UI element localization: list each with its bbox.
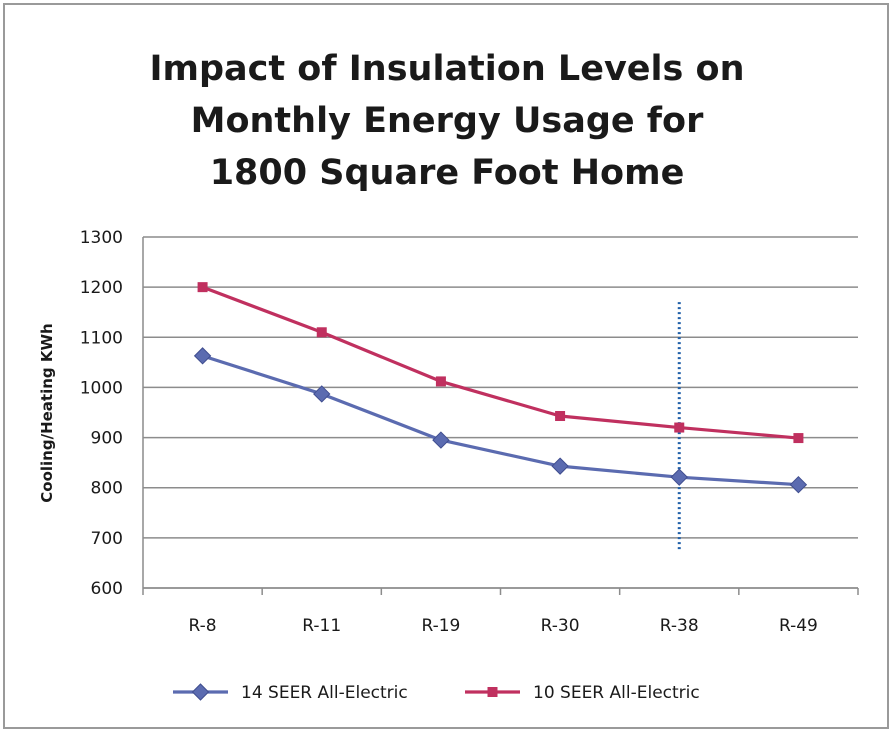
chart-frame xyxy=(3,3,889,729)
y-tick-label-1000: 1000 xyxy=(80,378,123,398)
chart-title-line-3: 1800 Square Foot Home xyxy=(210,153,685,193)
data-point-10-seer-r-38 xyxy=(674,422,685,433)
plot-area: 600 700 800 900 1000 1100 1200 1300 R-8 R-11 R-19 R… xyxy=(80,228,859,636)
x-tick-label-r-38: R-38 xyxy=(660,616,699,636)
y-tick-label-1200: 1200 xyxy=(80,278,123,298)
data-point-14-seer-r-38 xyxy=(670,468,688,486)
data-point-10-seer-r-11 xyxy=(316,327,327,338)
x-tick-label-r-30: R-30 xyxy=(541,616,580,636)
legend: 14 SEER All-Electric 10 SEER All-Electric xyxy=(173,683,700,703)
chart-title-line-2: Monthly Energy Usage for xyxy=(191,101,704,141)
x-tick-label-r-8: R-8 xyxy=(189,616,217,636)
legend-label-10-seer: 10 SEER All-Electric xyxy=(533,683,700,703)
y-tick-label-1300: 1300 xyxy=(80,228,123,248)
x-tick-label-r-49: R-49 xyxy=(779,616,818,636)
legend-marker-10-seer xyxy=(487,687,498,697)
y-tick-label-700: 700 xyxy=(91,529,123,549)
y-tick-label-900: 900 xyxy=(91,429,123,449)
y-tick-label-800: 800 xyxy=(91,479,123,499)
legend-marker-14-seer xyxy=(191,683,210,701)
x-tick-label-r-11: R-11 xyxy=(302,616,341,636)
series-line-10-seer xyxy=(202,285,799,440)
series-line-14-seer xyxy=(202,354,799,487)
data-point-14-seer-r-19 xyxy=(432,431,450,449)
data-point-10-seer-r-19 xyxy=(435,376,446,387)
data-point-14-seer-r-8 xyxy=(193,347,212,365)
data-point-10-seer-r-49 xyxy=(793,433,804,444)
x-tick-label-r-19: R-19 xyxy=(421,616,460,636)
y-tick-label-600: 600 xyxy=(91,579,123,599)
y-axis-label: Cooling/Heating KWh xyxy=(38,323,56,502)
data-point-14-seer-r-11 xyxy=(313,385,331,403)
data-point-10-seer-r-30 xyxy=(555,411,566,422)
data-point-10-seer-r-8 xyxy=(197,282,208,293)
legend-label-14-seer: 14 SEER All-Electric xyxy=(241,683,408,703)
data-point-14-seer-r-30 xyxy=(551,457,569,475)
chart-title-line-1: Impact of Insulation Levels on xyxy=(149,49,744,89)
data-point-14-seer-r-49 xyxy=(789,475,808,494)
y-tick-label-1100: 1100 xyxy=(80,328,123,348)
